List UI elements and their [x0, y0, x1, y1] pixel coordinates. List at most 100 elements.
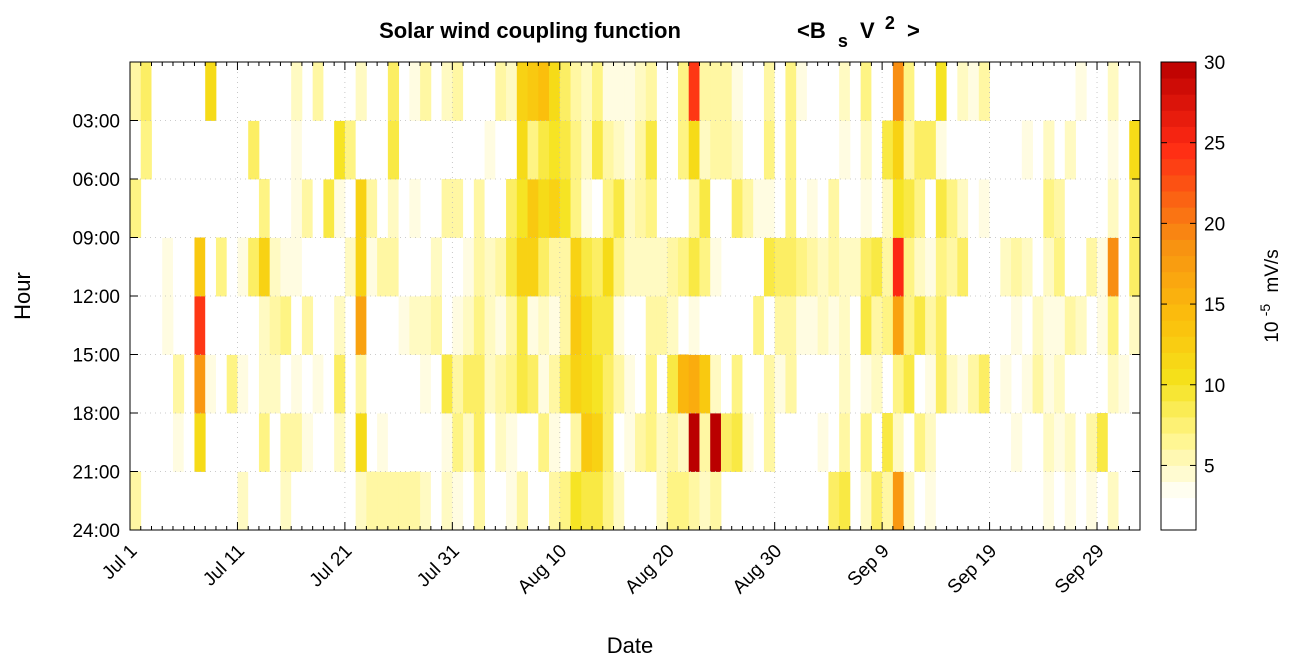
- heatmap-cell: [549, 62, 561, 121]
- heatmap-cell: [677, 354, 690, 414]
- heatmap-cell: [1129, 296, 1141, 355]
- heatmap-cell: [731, 62, 743, 121]
- heatmap-cell: [172, 237, 185, 297]
- heatmap-cell: [334, 179, 346, 238]
- heatmap-cell: [860, 179, 872, 238]
- heatmap-cell: [495, 471, 507, 531]
- heatmap-cell: [645, 237, 657, 297]
- heatmap-cell: [248, 471, 260, 531]
- heatmap-cell: [645, 413, 657, 472]
- heatmap-cell: [624, 62, 636, 121]
- heatmap-cell: [355, 237, 367, 297]
- heatmap-cell: [151, 471, 163, 531]
- heatmap-cell: [957, 296, 969, 355]
- heatmap-cell: [828, 354, 840, 414]
- heatmap-cell: [527, 179, 539, 238]
- heatmap-cell: [731, 413, 743, 472]
- heatmap-cell: [925, 237, 937, 297]
- colorbar-segment: [1161, 142, 1196, 160]
- heatmap-cell: [463, 354, 475, 414]
- heatmap-cell: [420, 471, 432, 531]
- heatmap-cell: [258, 471, 271, 531]
- heatmap-cell: [785, 354, 797, 414]
- heatmap-cell: [957, 413, 969, 472]
- heatmap-cell: [796, 62, 808, 121]
- heatmap-cell: [688, 413, 700, 472]
- heatmap-cell: [1064, 413, 1076, 472]
- heatmap-cell: [935, 354, 947, 414]
- heatmap-cell: [839, 120, 851, 180]
- heatmap-cell: [559, 62, 571, 121]
- heatmap-cell: [753, 179, 765, 238]
- heatmap-cell: [1107, 120, 1119, 180]
- heatmap-cell: [903, 471, 915, 531]
- heatmap-cell: [1054, 62, 1066, 121]
- heatmap-cell: [398, 296, 410, 355]
- heatmap-cell: [968, 120, 980, 180]
- heatmap-cell: [334, 413, 346, 472]
- heatmap-cell: [989, 179, 1001, 238]
- heatmap-cell: [205, 62, 217, 121]
- heatmap-cell: [344, 471, 357, 531]
- heatmap-cell: [763, 237, 776, 297]
- heatmap-cell: [817, 413, 829, 472]
- heatmap-cell: [699, 179, 711, 238]
- heatmap-cell: [301, 120, 314, 180]
- heatmap-cell: [473, 296, 485, 355]
- heatmap-cell: [506, 62, 518, 121]
- heatmap-cell: [935, 179, 947, 238]
- heatmap-cell: [130, 179, 142, 238]
- heatmap-cell: [441, 413, 453, 472]
- heatmap-cell: [1064, 62, 1076, 121]
- heatmap-cell: [355, 120, 367, 180]
- heatmap-cell: [882, 179, 894, 238]
- heatmap-cell: [667, 471, 679, 531]
- heatmap-cell: [903, 354, 915, 414]
- heatmap-cell: [355, 296, 367, 355]
- heatmap-cell: [366, 354, 378, 414]
- heatmap-cell: [892, 413, 905, 472]
- heatmap-cell: [258, 237, 271, 297]
- heatmap-cell: [731, 354, 743, 414]
- heatmap-cell: [892, 237, 905, 297]
- heatmap-cell: [946, 237, 958, 297]
- heatmap-cell: [269, 237, 281, 297]
- heatmap-cell: [215, 296, 228, 355]
- heatmap-cell: [559, 354, 571, 414]
- heatmap-cell: [269, 471, 281, 531]
- heatmap-cell: [817, 237, 829, 297]
- heatmap-cell: [570, 62, 582, 121]
- heatmap-cell: [1075, 354, 1087, 414]
- heatmap-cell: [1118, 179, 1130, 238]
- heatmap-cell: [366, 120, 378, 180]
- colorbar-segment: [1161, 384, 1196, 402]
- heatmap-cell: [334, 120, 346, 180]
- heatmap-cell: [473, 179, 485, 238]
- heatmap-cell: [1021, 179, 1033, 238]
- heatmap-cell: [473, 237, 485, 297]
- heatmap-cell: [1011, 413, 1023, 472]
- heatmap-cell: [194, 296, 206, 355]
- heatmap-cell: [914, 179, 926, 238]
- heatmap-cell: [742, 179, 754, 238]
- colorbar-label-unit: mV/s: [1262, 249, 1283, 292]
- heatmap-cell: [506, 413, 518, 472]
- heatmap-cell: [871, 354, 883, 414]
- heatmap-cell: [817, 62, 829, 121]
- heatmap-cell: [1086, 471, 1098, 531]
- heatmap-cell: [796, 237, 808, 297]
- x-tick-label: Sep 29: [1051, 541, 1108, 598]
- heatmap-cell: [968, 413, 980, 472]
- heatmap-cell: [946, 471, 958, 531]
- heatmap-cell: [387, 296, 400, 355]
- heatmap-cell: [1054, 413, 1066, 472]
- heatmap-cell: [334, 354, 346, 414]
- heatmap-cell: [291, 354, 303, 414]
- heatmap-cell: [495, 237, 507, 297]
- heatmap-cell: [968, 237, 980, 297]
- heatmap-cell: [248, 62, 260, 121]
- heatmap-cell: [946, 120, 958, 180]
- heatmap-cell: [495, 62, 507, 121]
- heatmap-cell: [463, 296, 475, 355]
- heatmap-cell: [183, 413, 195, 472]
